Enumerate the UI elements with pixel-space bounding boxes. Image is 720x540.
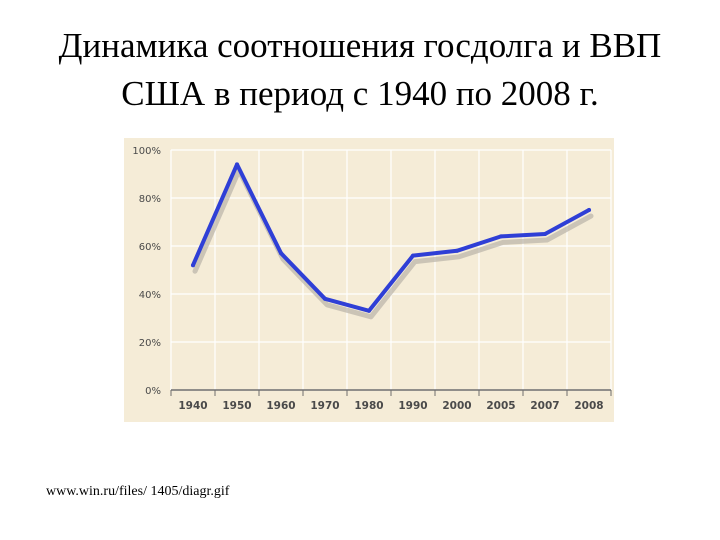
data-point (499, 234, 503, 239)
y-tick-label: 100% (132, 146, 161, 157)
x-tick-label: 2007 (530, 400, 559, 412)
data-point (367, 308, 371, 313)
data-point (543, 232, 547, 236)
y-tick-label: 80% (139, 194, 161, 205)
x-tick-label: 2008 (574, 400, 603, 412)
y-tick-label: 40% (139, 290, 161, 301)
x-tick-label: 1990 (398, 400, 427, 412)
y-tick-label: 0% (145, 386, 161, 397)
source-note: www.win.ru/files/ 1405/diagr.gif (46, 484, 230, 499)
y-tick-label: 20% (139, 338, 161, 349)
slide-title: Динамика соотношения госдолга и ВВП США … (0, 22, 720, 118)
data-point (455, 248, 459, 253)
data-point (279, 251, 283, 256)
slide-title-line-1: Динамика соотношения госдолга и ВВП (58, 26, 662, 65)
x-tick-label: 1970 (310, 400, 339, 412)
x-tick-label: 1940 (178, 400, 207, 412)
x-tick-label: 2005 (486, 400, 515, 412)
chart-background (124, 138, 614, 422)
x-tick-label: 1960 (266, 400, 295, 412)
data-point (323, 296, 327, 301)
x-tick-label: 1980 (354, 400, 383, 412)
x-tick-label: 1950 (222, 400, 251, 412)
series-line (191, 162, 591, 313)
slide-title-line-2: США в период с 1940 по 2008 г. (121, 74, 599, 113)
y-tick-label: 60% (139, 242, 161, 253)
x-tick-label: 2000 (442, 400, 471, 412)
data-point (235, 162, 239, 167)
debt-gdp-chart: 0% 20% 40% 60% 80% 100% 1940 1950 1960 1970 1980 19… (124, 138, 614, 422)
data-point (411, 253, 415, 258)
chart-svg: 0% 20% 40% 60% 80% 100% 1940 1950 1960 1970 1980 19… (124, 138, 614, 422)
data-point (587, 208, 591, 212)
data-point (191, 263, 195, 268)
